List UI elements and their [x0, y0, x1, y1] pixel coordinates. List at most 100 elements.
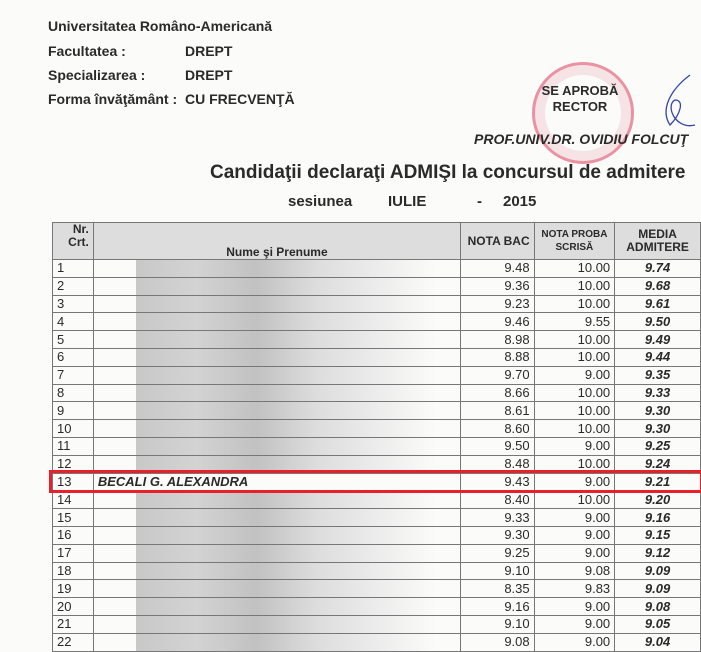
candidate-name — [92, 436, 462, 456]
written-grade: 9.00 — [533, 508, 616, 527]
written-grade: 9.55 — [533, 312, 616, 332]
bac-grade: 9.30 — [460, 525, 535, 545]
table-row: 17 9.25 9.00 9.12 — [52, 543, 701, 563]
row-number: 16 — [52, 525, 94, 545]
bac-grade: 9.50 — [460, 436, 535, 456]
blurred-name — [135, 420, 436, 437]
admission-average: 9.30 — [614, 419, 701, 438]
table-row: 4 9.46 9.55 9.50 — [52, 312, 701, 332]
admission-average: 9.35 — [614, 365, 701, 385]
candidate-name — [92, 276, 462, 296]
written-grade: 9.00 — [533, 597, 616, 616]
bac-grade: 8.40 — [460, 490, 535, 510]
bac-grade: 8.66 — [460, 383, 535, 403]
bac-grade: 9.23 — [460, 294, 535, 314]
admission-average: 9.50 — [614, 312, 701, 332]
written-grade: 9.00 — [533, 543, 616, 563]
row-number: 12 — [52, 454, 94, 474]
written-grade: 10.00 — [533, 490, 616, 510]
bac-grade: 9.36 — [460, 276, 535, 296]
blurred-name — [135, 615, 436, 633]
blurred-name — [135, 544, 436, 562]
col-proba: NOTA PROBA SCRISĂ — [533, 222, 616, 260]
written-grade: 10.00 — [533, 259, 616, 278]
candidate-name — [92, 561, 462, 581]
candidate-name — [92, 508, 462, 527]
candidate-name — [92, 490, 462, 510]
admission-average: 9.16 — [614, 508, 701, 527]
row-number: 20 — [52, 597, 94, 616]
written-grade: 10.00 — [533, 383, 616, 403]
candidate-name — [92, 614, 462, 634]
row-number: 6 — [52, 347, 94, 367]
session-label: sesiunea — [288, 193, 353, 210]
candidate-name — [92, 579, 462, 599]
row-number: 10 — [52, 419, 94, 438]
session-month: IULIE — [388, 193, 427, 210]
blurred-name — [135, 260, 436, 277]
candidate-name — [92, 294, 462, 314]
bac-grade: 9.16 — [460, 597, 535, 616]
admission-average: 9.15 — [614, 525, 701, 545]
admitted-candidates-table: Nr. Crt. Nume şi Prenume NOTA BAC NOTA P… — [52, 222, 701, 652]
table-row: 3 9.23 10.00 9.61 — [52, 294, 701, 314]
table-row: 22 9.08 9.00 9.04 — [52, 632, 701, 652]
written-grade: 10.00 — [533, 419, 616, 438]
row-number: 17 — [52, 543, 94, 563]
blurred-name — [135, 562, 436, 580]
approval-text: SE APROBĂ — [541, 83, 619, 98]
admission-average: 9.12 — [614, 543, 701, 563]
bac-grade: 9.10 — [460, 614, 535, 634]
rector-name: PROF.UNIV.DR. OVIDIU FOLCUŢ — [474, 131, 689, 147]
session-year: 2015 — [503, 193, 537, 210]
university-name: Universitatea Româno-Americană — [48, 18, 273, 34]
col-media: MEDIA ADMITERE — [614, 222, 701, 260]
admission-average: 9.08 — [614, 597, 701, 616]
bac-grade: 9.25 — [460, 543, 535, 563]
admission-average: 9.09 — [614, 561, 701, 581]
session-dash: - — [477, 193, 482, 210]
admission-average: 9.09 — [614, 579, 701, 599]
table-row: 1 9.48 10.00 9.74 — [52, 259, 701, 278]
admission-average: 9.68 — [614, 276, 701, 296]
specialization-label: Specializarea : — [48, 67, 146, 83]
candidate-name — [92, 347, 462, 367]
table-row: 15 9.33 9.00 9.16 — [52, 508, 701, 527]
specialization-line: Specializarea : DREPT — [48, 67, 232, 83]
bac-grade: 8.61 — [460, 401, 535, 421]
row-number: 2 — [52, 276, 94, 296]
written-grade: 10.00 — [533, 330, 616, 349]
bac-grade: 8.60 — [460, 419, 535, 438]
col-name: Nume şi Prenume — [92, 222, 462, 260]
candidate-name — [92, 525, 462, 545]
row-number: 8 — [52, 383, 94, 403]
written-grade: 10.00 — [533, 276, 616, 296]
bac-grade: 9.33 — [460, 508, 535, 527]
written-grade: 9.00 — [533, 436, 616, 456]
row-number: 18 — [52, 561, 94, 581]
document-title: Candidaţii declaraţi ADMIŞI la concursul… — [210, 162, 686, 183]
candidate-name — [92, 419, 462, 438]
admission-average: 9.30 — [614, 401, 701, 421]
blurred-name — [135, 509, 436, 526]
row-number: 1 — [52, 259, 94, 278]
table-row: 13 BECALI G. ALEXANDRA 9.43 9.00 9.21 — [52, 472, 701, 492]
table-row: 14 8.40 10.00 9.20 — [52, 490, 701, 510]
candidate-name — [92, 365, 462, 385]
written-grade: 9.08 — [533, 561, 616, 581]
table-row: 10 8.60 10.00 9.30 — [52, 419, 701, 438]
blurred-name — [135, 491, 436, 509]
written-grade: 10.00 — [533, 401, 616, 421]
faculty-value: DREPT — [185, 43, 233, 59]
table-row: 6 8.88 10.00 9.44 — [52, 347, 701, 367]
col-nr: Nr. Crt. — [52, 222, 94, 260]
row-number: 3 — [52, 294, 94, 314]
blurred-name — [135, 366, 436, 384]
candidate-name — [92, 330, 462, 349]
table-row: 12 8.48 10.00 9.24 — [52, 454, 701, 474]
written-grade: 9.00 — [533, 614, 616, 634]
row-number: 15 — [52, 508, 94, 527]
row-number: 4 — [52, 312, 94, 332]
blurred-name — [135, 526, 436, 544]
table-row: 5 8.98 10.00 9.49 — [52, 330, 701, 349]
